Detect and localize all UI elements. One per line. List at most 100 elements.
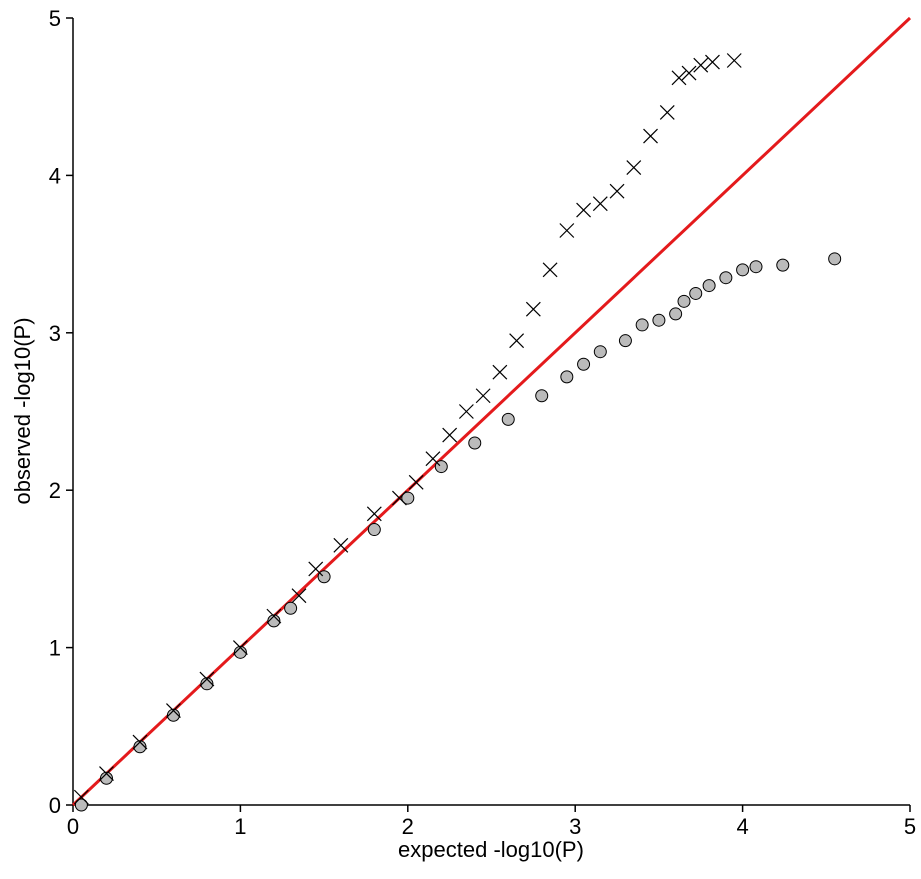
point xyxy=(577,357,591,371)
point xyxy=(593,345,607,359)
cross-stroke xyxy=(132,734,148,750)
point xyxy=(232,640,248,656)
point xyxy=(828,252,842,266)
cross-stroke xyxy=(681,65,697,81)
point xyxy=(99,771,113,785)
cross-stroke xyxy=(726,53,742,68)
point xyxy=(458,404,474,419)
cross-stroke xyxy=(425,451,441,467)
point xyxy=(677,294,691,308)
point xyxy=(693,57,709,73)
point xyxy=(233,645,247,659)
point xyxy=(635,318,649,332)
point xyxy=(308,561,324,577)
point xyxy=(702,279,716,293)
point xyxy=(643,128,658,144)
cross-stroke xyxy=(232,640,248,656)
point xyxy=(73,789,89,805)
point xyxy=(652,313,666,327)
point xyxy=(166,708,180,722)
cross-stroke xyxy=(199,671,215,687)
y-tick-label: 2 xyxy=(49,478,61,503)
cross-stroke xyxy=(458,404,474,419)
point xyxy=(669,307,683,321)
point xyxy=(618,334,632,348)
point xyxy=(659,105,675,120)
y-axis-label: observed -log10(P) xyxy=(10,317,35,504)
cross-stroke xyxy=(659,105,675,120)
y-tick-label: 3 xyxy=(49,321,61,346)
point xyxy=(468,436,482,450)
cross-stroke xyxy=(475,388,491,404)
cross-stroke xyxy=(492,364,508,380)
point xyxy=(559,223,575,238)
point xyxy=(609,183,625,199)
point xyxy=(199,671,215,687)
cross-stroke xyxy=(291,588,307,604)
point xyxy=(291,588,307,604)
point xyxy=(736,263,750,277)
cross-stroke xyxy=(559,223,575,238)
x-tick-label: 1 xyxy=(234,814,246,839)
point xyxy=(367,523,381,537)
cross-stroke xyxy=(609,183,625,199)
point xyxy=(705,54,720,70)
point xyxy=(442,427,458,443)
point xyxy=(535,389,549,403)
cross-stroke xyxy=(576,202,591,218)
point xyxy=(501,412,515,426)
point xyxy=(408,474,424,490)
point xyxy=(475,388,491,404)
cross-stroke xyxy=(73,789,89,805)
x-tick-label: 2 xyxy=(402,814,414,839)
point xyxy=(689,286,703,300)
y-tick-label: 5 xyxy=(49,6,61,31)
cross-stroke xyxy=(592,196,608,212)
point xyxy=(267,614,281,628)
point xyxy=(776,258,790,272)
y-tick-label: 4 xyxy=(49,163,61,188)
point xyxy=(681,65,697,81)
point xyxy=(509,333,525,349)
point xyxy=(626,160,642,175)
cross-stroke xyxy=(693,57,709,73)
cross-stroke xyxy=(525,301,541,317)
point xyxy=(560,370,574,384)
x-tick-label: 5 xyxy=(904,814,916,839)
point xyxy=(425,451,441,467)
cross-stroke xyxy=(643,128,658,144)
x-tick-label: 3 xyxy=(569,814,581,839)
point xyxy=(719,271,733,285)
cross-stroke xyxy=(366,506,382,522)
x-axis-label: expected -log10(P) xyxy=(398,837,584,862)
cross-stroke xyxy=(99,766,114,781)
y-tick-label: 0 xyxy=(49,793,61,818)
point xyxy=(542,262,558,278)
cross-stroke xyxy=(266,608,282,624)
y-tick-label: 1 xyxy=(49,636,61,661)
point xyxy=(749,260,763,274)
point xyxy=(266,608,282,624)
x-tick-label: 0 xyxy=(67,814,79,839)
x-tick-label: 4 xyxy=(736,814,748,839)
point xyxy=(726,53,742,68)
cross-stroke xyxy=(509,333,525,349)
point xyxy=(492,364,508,380)
point xyxy=(200,677,214,691)
cross-stroke xyxy=(408,474,424,490)
cross-stroke xyxy=(705,54,720,70)
cross-stroke xyxy=(333,537,349,553)
point xyxy=(592,196,608,212)
point xyxy=(392,490,407,506)
point xyxy=(366,506,382,522)
point xyxy=(576,202,591,218)
reference-line xyxy=(71,16,912,807)
point xyxy=(284,601,298,615)
cross-stroke xyxy=(626,160,642,175)
point xyxy=(99,766,114,781)
point xyxy=(401,491,415,505)
point xyxy=(525,301,541,317)
cross-stroke xyxy=(671,70,687,86)
cross-stroke xyxy=(392,490,407,506)
